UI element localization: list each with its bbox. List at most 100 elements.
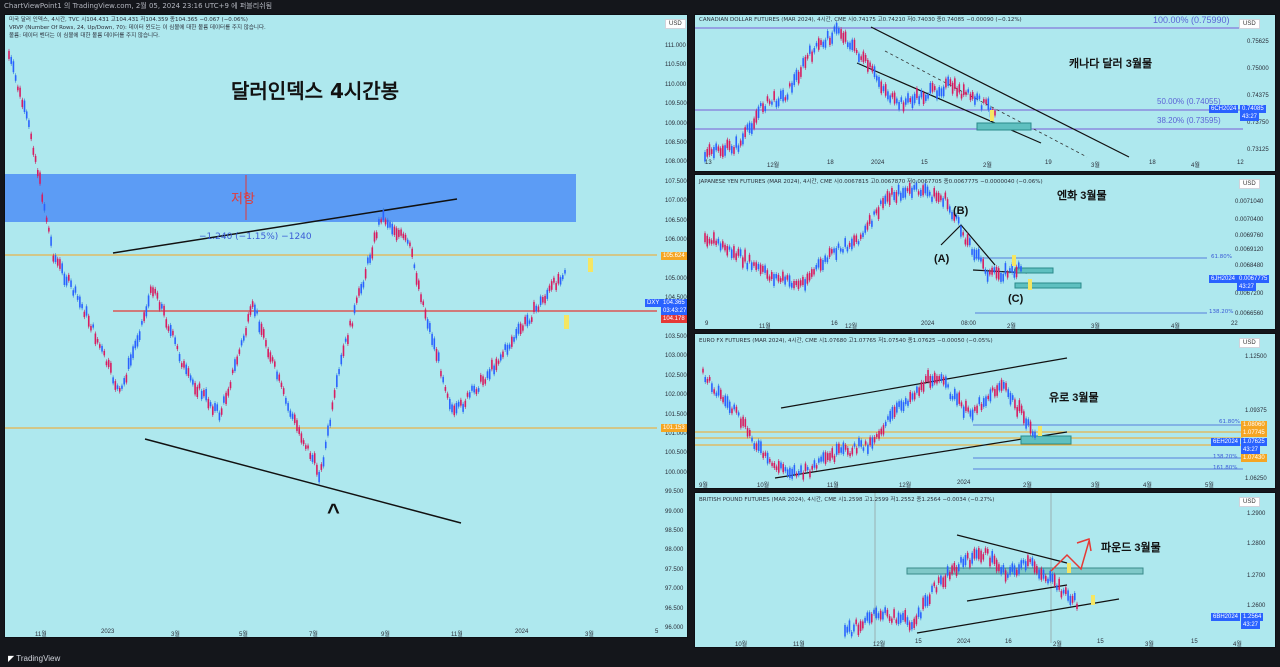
dxy-y-tick: 101.500 bbox=[665, 411, 687, 418]
eur-currency-button[interactable]: USD bbox=[1239, 338, 1260, 348]
dxy-y-tick: 103.500 bbox=[665, 334, 687, 340]
jpy-x-tick: 4월 bbox=[1171, 324, 1180, 330]
dxy-candle bbox=[267, 348, 269, 358]
eur-candle bbox=[702, 368, 704, 373]
cad-candle bbox=[925, 94, 927, 101]
cad-currency-button[interactable]: USD bbox=[1239, 19, 1260, 29]
dxy-y-tick: 109.000 bbox=[665, 120, 687, 127]
eur-candle bbox=[869, 437, 871, 446]
eur-chart-panel[interactable]: EURO FX FUTURES (MAR 2024), 4시간, CME 시1.… bbox=[694, 333, 1276, 489]
eur-candle bbox=[951, 395, 954, 400]
jpy-y-tick: 0.0069120 bbox=[1235, 247, 1264, 253]
dxy-candle bbox=[557, 273, 560, 284]
jpy-candle bbox=[706, 235, 709, 247]
dxy-candle bbox=[539, 296, 542, 306]
eur-candle bbox=[773, 462, 776, 468]
dxy-chart-panel[interactable]: ^ 미국 달러 인덱스, 4시간, TVC 시104.431 고104.431 … bbox=[4, 14, 688, 638]
eur-candle bbox=[786, 469, 789, 476]
dxy-price-chart[interactable]: ^ bbox=[5, 15, 688, 638]
dxy-candle bbox=[499, 354, 502, 361]
gbp-currency-button[interactable]: USD bbox=[1239, 497, 1260, 507]
dxy-candle bbox=[110, 362, 112, 373]
cad-chart-panel[interactable]: CANADIAN DOLLAR FUTURES (MAR 2024), 4시간,… bbox=[694, 14, 1276, 172]
eur-candle bbox=[998, 382, 1001, 391]
cad-candle bbox=[976, 93, 978, 100]
dxy-candle bbox=[276, 371, 278, 380]
jpy-candle bbox=[926, 186, 929, 197]
cad-candle bbox=[898, 101, 900, 110]
jpy-x-tick: 2024 bbox=[921, 321, 935, 327]
gbp-candle bbox=[911, 622, 913, 630]
currency-button[interactable]: USD bbox=[665, 19, 686, 29]
eur-candle bbox=[878, 430, 880, 439]
gbp-candle bbox=[989, 557, 991, 567]
gbp-x-tick: 15 bbox=[915, 639, 922, 645]
eur-price-chart[interactable] bbox=[695, 334, 1276, 489]
jpy-price-tag: 0.0067775 bbox=[1237, 275, 1270, 283]
gbp-chart-panel[interactable]: BRITISH POUND FUTURES (MAR 2024), 4시간, C… bbox=[694, 492, 1276, 648]
dxy-candle bbox=[96, 339, 99, 343]
dxy-candle bbox=[90, 325, 92, 331]
dxy-candle bbox=[542, 297, 544, 303]
dxy-candle bbox=[464, 400, 467, 407]
jpy-candle bbox=[764, 265, 766, 273]
dxy-candle bbox=[451, 404, 453, 413]
cad-candle bbox=[775, 100, 778, 108]
jpy-currency-button[interactable]: USD bbox=[1239, 179, 1260, 189]
dxy-candle bbox=[378, 218, 380, 225]
jpy-candle bbox=[782, 271, 784, 281]
jpy-fib-1382: 138.20% bbox=[1209, 309, 1234, 315]
dxy-candle bbox=[214, 403, 216, 412]
dxy-candle bbox=[331, 402, 334, 410]
eur-candle bbox=[806, 467, 809, 471]
cad-price-chart[interactable] bbox=[695, 15, 1276, 172]
cad-candle bbox=[891, 93, 894, 98]
jpy-y-tick: 0.0068480 bbox=[1235, 263, 1264, 269]
jpy-chart-panel[interactable]: JAPANESE YEN FUTURES (MAR 2024), 4시간, CM… bbox=[694, 174, 1276, 330]
jpy-candle bbox=[1006, 271, 1009, 278]
eur-candle bbox=[824, 452, 827, 464]
dxy-candle bbox=[198, 383, 201, 389]
eur-candle bbox=[728, 401, 731, 413]
dxy-candle bbox=[178, 354, 181, 362]
gbp-candle bbox=[1047, 578, 1049, 584]
jpy-candle bbox=[799, 280, 802, 286]
gbp-candle bbox=[1000, 567, 1002, 575]
jpy-candle bbox=[786, 275, 789, 280]
cad-candle bbox=[786, 94, 789, 100]
cad-candle bbox=[927, 94, 929, 99]
dxy-x-tick: 7월 bbox=[309, 632, 318, 638]
dxy-candle bbox=[23, 100, 26, 113]
eur-candle bbox=[985, 396, 987, 407]
jpy-price-chart[interactable] bbox=[695, 175, 1276, 330]
dxy-candle bbox=[39, 172, 41, 184]
eur-candle bbox=[847, 448, 849, 455]
jpy-candle bbox=[768, 276, 771, 281]
gbp-price-chart[interactable] bbox=[695, 493, 1276, 648]
dxy-candle bbox=[203, 390, 205, 397]
gbp-candle bbox=[920, 612, 922, 619]
eur-candle bbox=[902, 402, 905, 412]
jpy-candle bbox=[975, 249, 978, 259]
eur-candle bbox=[753, 443, 756, 449]
eur-candle bbox=[771, 462, 773, 466]
dxy-x-tick: 3월 bbox=[171, 632, 180, 638]
dxy-candle bbox=[530, 317, 533, 322]
jpy-candle bbox=[893, 191, 895, 201]
dxy-candle bbox=[43, 203, 46, 211]
dxy-candle bbox=[524, 316, 526, 325]
dxy-candle bbox=[322, 457, 325, 467]
jpy-label-a: (A) bbox=[934, 253, 950, 265]
eur-candle bbox=[1003, 381, 1005, 389]
eur-candle bbox=[911, 393, 914, 400]
dxy-candle bbox=[409, 242, 411, 247]
dxy-candle bbox=[309, 453, 312, 459]
jpy-candle bbox=[980, 257, 982, 262]
eur-candle bbox=[706, 378, 709, 383]
dxy-candle bbox=[519, 323, 522, 335]
jpy-candle bbox=[766, 270, 769, 279]
cad-candle bbox=[708, 144, 711, 156]
gbp-candle bbox=[1053, 574, 1056, 586]
eur-candle bbox=[764, 452, 767, 457]
eur-candle bbox=[976, 405, 978, 414]
